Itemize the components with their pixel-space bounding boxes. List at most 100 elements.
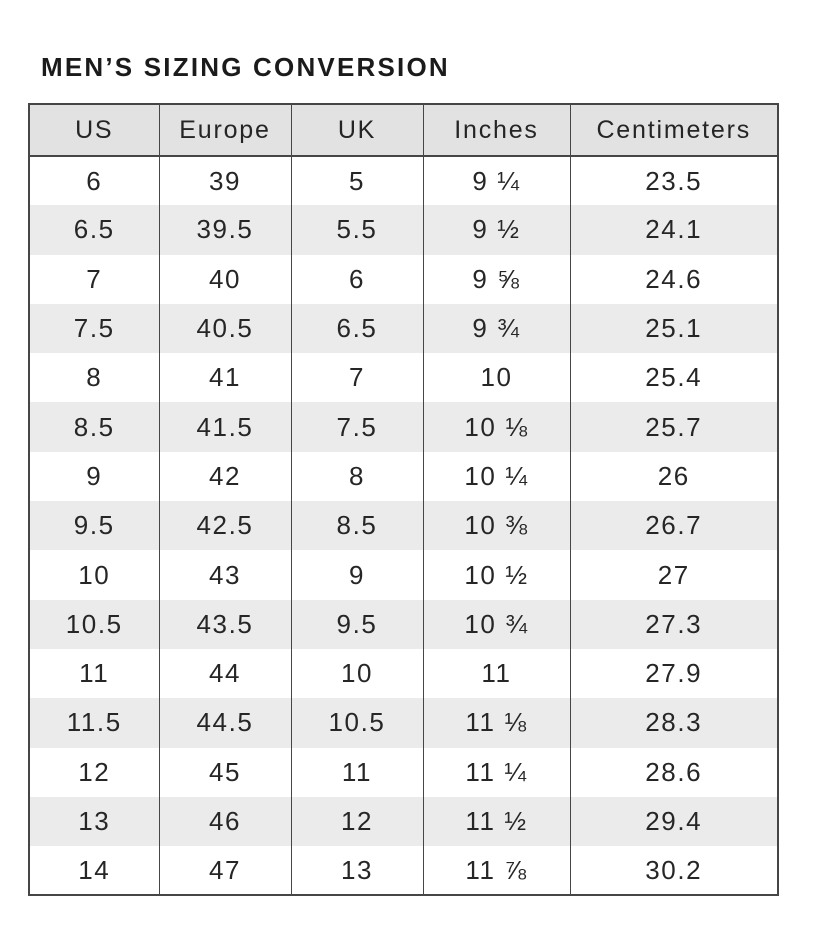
table-cell: 6: [290, 254, 424, 304]
table-cell: 6.5: [28, 205, 160, 255]
table-cell: 10 ⅛: [422, 402, 571, 452]
table-cell: 5: [290, 156, 424, 206]
table-cell: 10 ⅜: [422, 501, 571, 551]
table-cell: 10.5: [28, 599, 160, 649]
header-row: US Europe UK Inches Centimeters: [28, 104, 779, 157]
table-row: 7.5 40.5 6.5 9 ¾ 25.1: [28, 303, 779, 354]
table-cell: 7.5: [28, 303, 160, 354]
table-cell: 28.6: [569, 747, 779, 797]
table-cell: 8: [290, 451, 424, 502]
table-cell: 27.9: [569, 648, 779, 699]
table-cell: 27.3: [569, 599, 779, 649]
table-cell: 40.5: [158, 303, 292, 354]
table-cell: 9 ¾: [422, 303, 571, 354]
table-cell: 42.5: [158, 501, 292, 551]
table-row: 10 43 9 10 ½ 27: [28, 550, 779, 600]
column-header-europe: Europe: [158, 104, 292, 157]
table-row: 8.5 41.5 7.5 10 ⅛ 25.7: [28, 402, 779, 452]
table-cell: 12: [290, 796, 424, 847]
table-cell: 30.2: [569, 846, 779, 896]
table-row: 13 46 12 11 ½ 29.4: [28, 796, 779, 847]
table-cell: 9: [290, 550, 424, 600]
table-cell: 41.5: [158, 402, 292, 452]
table-cell: 10 ½: [422, 550, 571, 600]
table-cell: 24.1: [569, 205, 779, 255]
table-cell: 47: [158, 846, 292, 896]
table-row: 8 41 7 10 25.4: [28, 353, 779, 403]
table-cell: 10.5: [290, 698, 424, 748]
table-row: 10.5 43.5 9.5 10 ¾ 27.3: [28, 599, 779, 649]
table-cell: 11.5: [28, 698, 160, 748]
table-cell: 7.5: [290, 402, 424, 452]
table-cell: 5.5: [290, 205, 424, 255]
table-cell: 9: [28, 451, 160, 502]
table-cell: 8.5: [28, 402, 160, 452]
table-cell: 14: [28, 846, 160, 896]
table-row: 6 39 5 9 ¼ 23.5: [28, 156, 779, 206]
table-cell: 7: [290, 353, 424, 403]
table-cell: 11: [422, 648, 571, 699]
table-cell: 45: [158, 747, 292, 797]
page-title: MEN’S SIZING CONVERSION: [41, 52, 450, 82]
table-cell: 6.5: [290, 303, 424, 354]
table-cell: 40: [158, 254, 292, 304]
table-cell: 29.4: [569, 796, 779, 847]
table-cell: 8: [28, 353, 160, 403]
table-cell: 11: [28, 648, 160, 699]
table-cell: 13: [290, 846, 424, 896]
table-cell: 8.5: [290, 501, 424, 551]
table-cell: 12: [28, 747, 160, 797]
table-cell: 28.3: [569, 698, 779, 748]
table-cell: 11 ⅛: [422, 698, 571, 748]
table-cell: 10: [290, 648, 424, 699]
column-header-inches: Inches: [422, 104, 571, 157]
table-header: US Europe UK Inches Centimeters: [28, 104, 779, 157]
table-cell: 11: [290, 747, 424, 797]
column-header-uk: UK: [290, 104, 424, 157]
table-cell: 9.5: [290, 599, 424, 649]
table-cell: 26: [569, 451, 779, 502]
table-cell: 7: [28, 254, 160, 304]
table-cell: 43: [158, 550, 292, 600]
table-cell: 44.5: [158, 698, 292, 748]
table-cell: 25.1: [569, 303, 779, 354]
table-row: 11 44 10 11 27.9: [28, 648, 779, 699]
table-cell: 10: [28, 550, 160, 600]
table-row: 7 40 6 9 ⅝ 24.6: [28, 254, 779, 304]
table-cell: 39: [158, 156, 292, 206]
table-cell: 25.7: [569, 402, 779, 452]
table-body: 6 39 5 9 ¼ 23.5 6.5 39.5 5.5 9 ½ 24.1 7 40 6 9 ⅝ 24.6 7…: [28, 156, 779, 896]
table-cell: 46: [158, 796, 292, 847]
table-row: 9.5 42.5 8.5 10 ⅜ 26.7: [28, 501, 779, 551]
table-cell: 6: [28, 156, 160, 206]
table-row: 6.5 39.5 5.5 9 ½ 24.1: [28, 205, 779, 255]
table-cell: 27: [569, 550, 779, 600]
table-cell: 42: [158, 451, 292, 502]
table-cell: 10: [422, 353, 571, 403]
table-cell: 11 ⅞: [422, 846, 571, 896]
table-cell: 25.4: [569, 353, 779, 403]
table-row: 12 45 11 11 ¼ 28.6: [28, 747, 779, 797]
table-cell: 39.5: [158, 205, 292, 255]
table-row: 14 47 13 11 ⅞ 30.2: [28, 846, 779, 896]
table-cell: 26.7: [569, 501, 779, 551]
column-header-us: US: [28, 104, 160, 157]
table-cell: 43.5: [158, 599, 292, 649]
table-cell: 9 ⅝: [422, 254, 571, 304]
table-cell: 44: [158, 648, 292, 699]
table-cell: 10 ¼: [422, 451, 571, 502]
table-cell: 9.5: [28, 501, 160, 551]
sizing-conversion-table: US Europe UK Inches Centimeters 6 39 5 9 ¼ 23.5 6…: [28, 103, 779, 897]
table-cell: 24.6: [569, 254, 779, 304]
table-cell: 23.5: [569, 156, 779, 206]
table-cell: 10 ¾: [422, 599, 571, 649]
table-cell: 11 ½: [422, 796, 571, 847]
column-header-centimeters: Centimeters: [569, 104, 779, 157]
table-row: 9 42 8 10 ¼ 26: [28, 451, 779, 502]
table-cell: 11 ¼: [422, 747, 571, 797]
table-cell: 41: [158, 353, 292, 403]
table-row: 11.5 44.5 10.5 11 ⅛ 28.3: [28, 698, 779, 748]
table-cell: 9 ½: [422, 205, 571, 255]
table-cell: 13: [28, 796, 160, 847]
